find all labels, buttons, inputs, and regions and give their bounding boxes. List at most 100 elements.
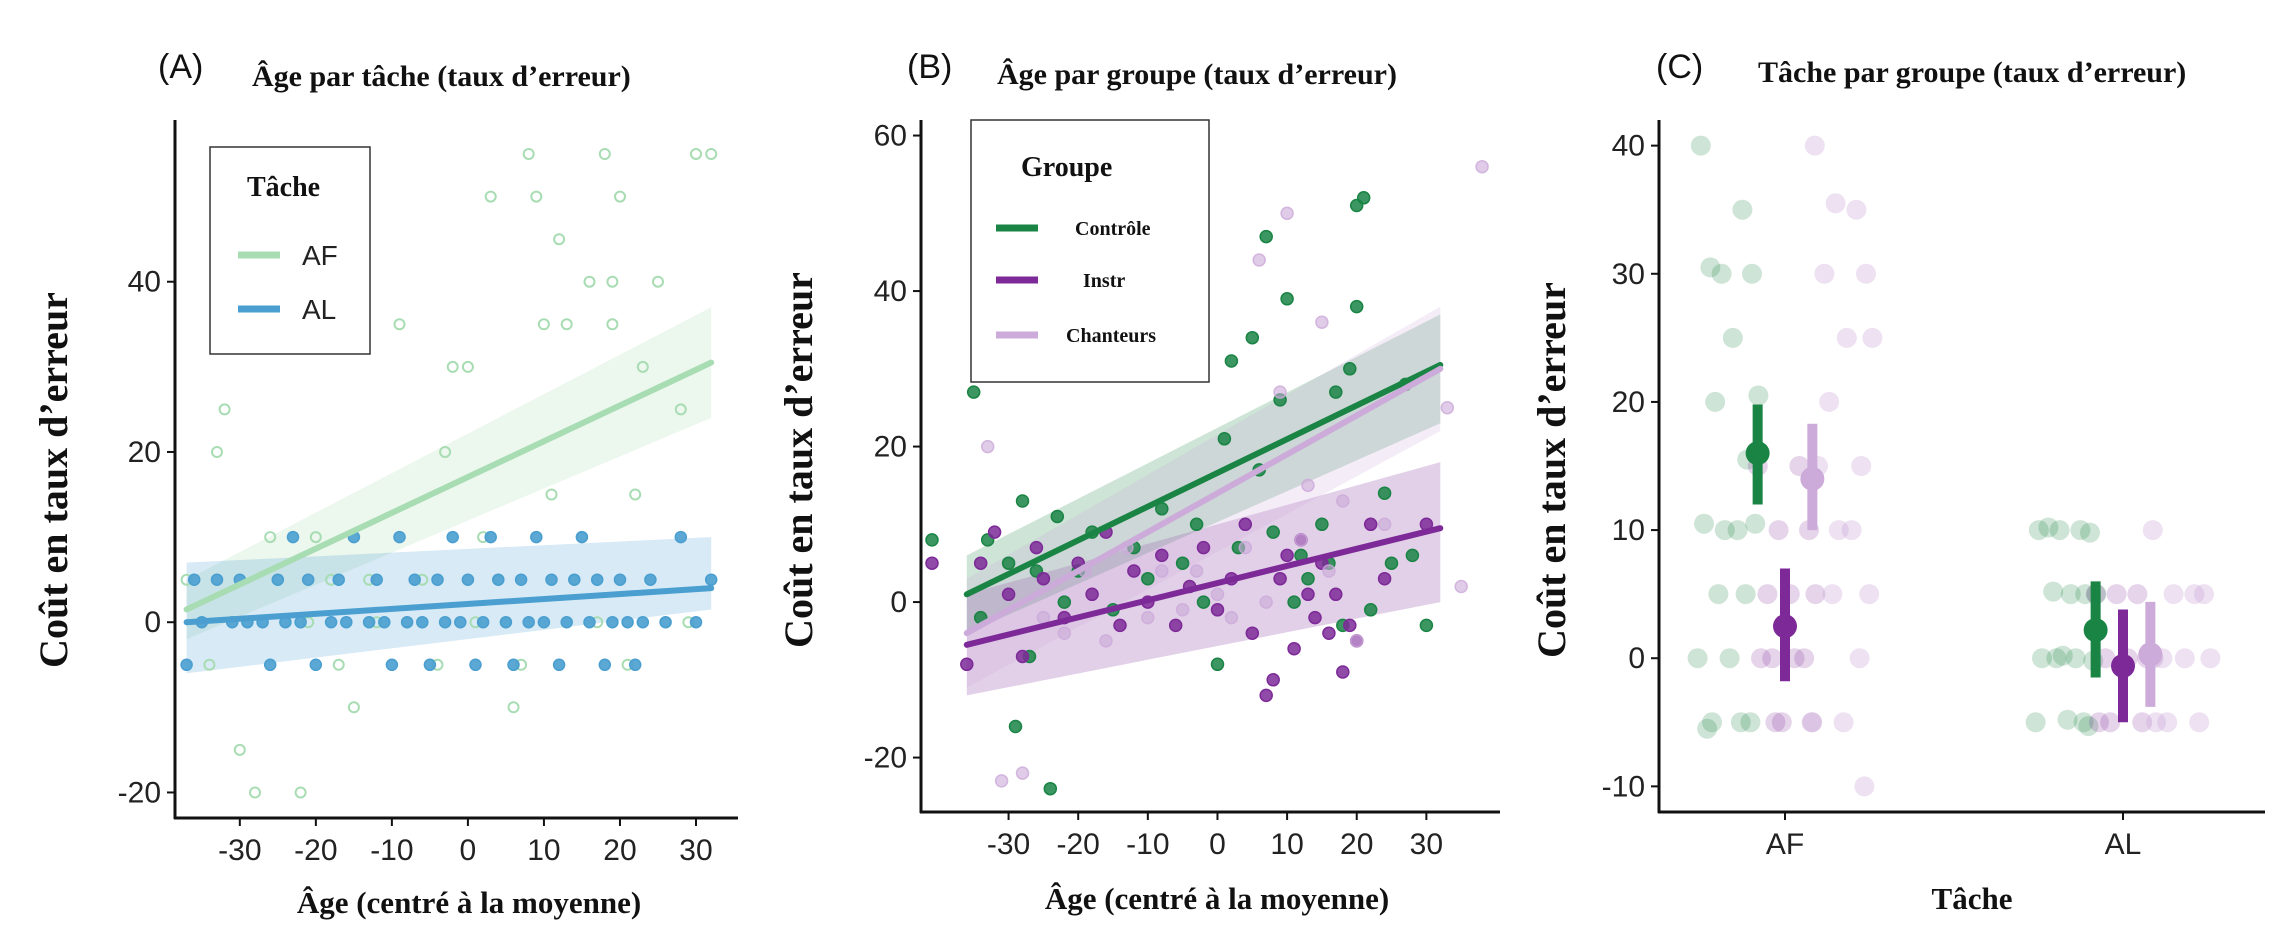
- data-point-controle-af: [1690, 135, 1711, 156]
- data-point-controle-al: [2078, 716, 2099, 737]
- data-point-al: [537, 615, 551, 629]
- fit-line-af: [183, 359, 715, 613]
- legend-label-af: AF: [302, 240, 338, 271]
- data-point-instr: [1363, 517, 1378, 532]
- data-point-al: [332, 573, 345, 586]
- data-point-chanteurs: [1099, 634, 1113, 648]
- data-point-controle: [1043, 781, 1058, 796]
- data-point-chanteurs: [1175, 603, 1190, 617]
- data-point-controle: [1405, 548, 1420, 563]
- data-point-controle-af: [1727, 520, 1748, 541]
- data-point-instr: [1280, 548, 1294, 563]
- data-point-controle: [1259, 229, 1273, 244]
- data-point-al: [294, 615, 307, 629]
- data-point-al: [461, 573, 475, 586]
- legend-b: Groupe Contrôle Instr Chanteurs: [970, 119, 1210, 383]
- data-point-al: [416, 615, 429, 629]
- x-tick-label-b: 20: [1340, 828, 1373, 861]
- data-point-al: [301, 573, 315, 586]
- data-point-instr-af: [1768, 520, 1789, 541]
- data-point-al: [606, 615, 619, 629]
- data-point-al: [340, 615, 353, 629]
- data-point-controle-al: [2065, 648, 2086, 669]
- data-point-controle-af: [1687, 648, 1708, 669]
- legend-b-title: Groupe: [1021, 152, 1112, 183]
- ci-band-af: [186, 307, 712, 640]
- legend-label-chanteurs: Chanteurs: [1066, 325, 1156, 347]
- data-point-chanteurs: [1280, 206, 1294, 221]
- data-point-al: [476, 615, 490, 629]
- data-point-controle-af: [1748, 385, 1769, 406]
- data-point-af: [560, 318, 573, 331]
- data-point-al: [324, 615, 338, 629]
- data-point-controle: [1057, 595, 1072, 609]
- data-point-controle: [1196, 595, 1211, 609]
- data-point-instr-al: [2132, 712, 2153, 733]
- data-point-al: [309, 658, 323, 672]
- data-point-chanteurs-af: [1822, 584, 1843, 605]
- data-point-af: [530, 190, 543, 203]
- data-point-controle-al: [2025, 712, 2046, 733]
- chart-panel-c: -10 0 10 20 30 40 AF AL: [1602, 120, 2265, 861]
- data-point-chanteurs: [1336, 494, 1350, 508]
- data-point-instr-al: [2089, 712, 2109, 733]
- data-point-al: [393, 530, 406, 544]
- data-point-controle: [1189, 517, 1204, 532]
- y-axis-label-b: Coût en taux d’erreur: [776, 272, 821, 648]
- x-tick-label-a: 0: [460, 834, 477, 867]
- data-point-af: [583, 275, 596, 288]
- data-point-chanteurs-al: [2146, 712, 2166, 733]
- mean-point-chanteurs-af: [1800, 466, 1825, 491]
- data-point-af: [636, 360, 649, 373]
- x-tick-label-b: -20: [1057, 828, 1100, 861]
- data-point-controle-al: [2028, 520, 2049, 541]
- data-point-al: [621, 615, 634, 629]
- data-point-instr: [1155, 548, 1169, 563]
- panel-label-b: (B): [907, 48, 952, 86]
- x-tick-label-a: 20: [603, 834, 636, 867]
- data-point-chanteurs: [1036, 610, 1051, 625]
- mean-point-controle-af: [1745, 441, 1770, 466]
- data-point-instr: [1322, 626, 1336, 640]
- data-point-controle-af: [1735, 584, 1756, 605]
- data-point-controle-af: [1732, 199, 1753, 220]
- data-point-controle-al: [2032, 648, 2052, 669]
- data-point-instr-af: [1762, 648, 1783, 669]
- y-tick-label-a: -20: [118, 776, 161, 809]
- data-point-af: [606, 318, 619, 331]
- data-point-chanteurs: [1015, 766, 1030, 780]
- data-point-al: [704, 573, 718, 586]
- data-point-controle-af: [1719, 648, 1740, 669]
- data-point-instr: [1287, 641, 1301, 656]
- data-point-al: [400, 615, 414, 629]
- x-tick-label-b: -10: [1126, 828, 1169, 861]
- data-point-al: [180, 658, 193, 672]
- data-point-chanteurs-af: [1851, 456, 1872, 476]
- data-point-controle: [1001, 556, 1016, 570]
- data-point-instr: [1168, 618, 1183, 633]
- data-point-af: [294, 786, 307, 799]
- data-point-af: [652, 275, 664, 288]
- data-point-controle: [1363, 603, 1378, 617]
- y-axis-label-c: Coût en taux d’erreur: [1529, 282, 1574, 658]
- data-point-controle: [1217, 432, 1232, 446]
- data-point-chanteurs: [1322, 564, 1336, 578]
- data-point-chanteurs: [1252, 253, 1266, 267]
- data-point-instr: [1336, 665, 1350, 679]
- data-point-al: [560, 615, 573, 629]
- x-tick-label-b: -30: [987, 828, 1030, 861]
- data-point-instr: [1036, 571, 1051, 586]
- y-tick-label-a: 40: [128, 266, 161, 299]
- data-point-af: [332, 658, 345, 671]
- data-point-controle: [966, 385, 981, 399]
- data-point-instr: [1266, 673, 1280, 687]
- legend-a-title: Tâche: [247, 172, 320, 203]
- data-point-chanteurs-af: [1828, 520, 1849, 541]
- data-point-controle-al: [2070, 520, 2091, 541]
- mean-point-controle-al: [2083, 618, 2108, 643]
- x-tick-label-a: -30: [218, 834, 261, 867]
- data-point-af: [218, 403, 231, 416]
- legend-label-instr: Instr: [1083, 270, 1125, 292]
- data-point-chanteurs: [1273, 385, 1287, 399]
- data-point-chanteurs-af: [1836, 327, 1857, 348]
